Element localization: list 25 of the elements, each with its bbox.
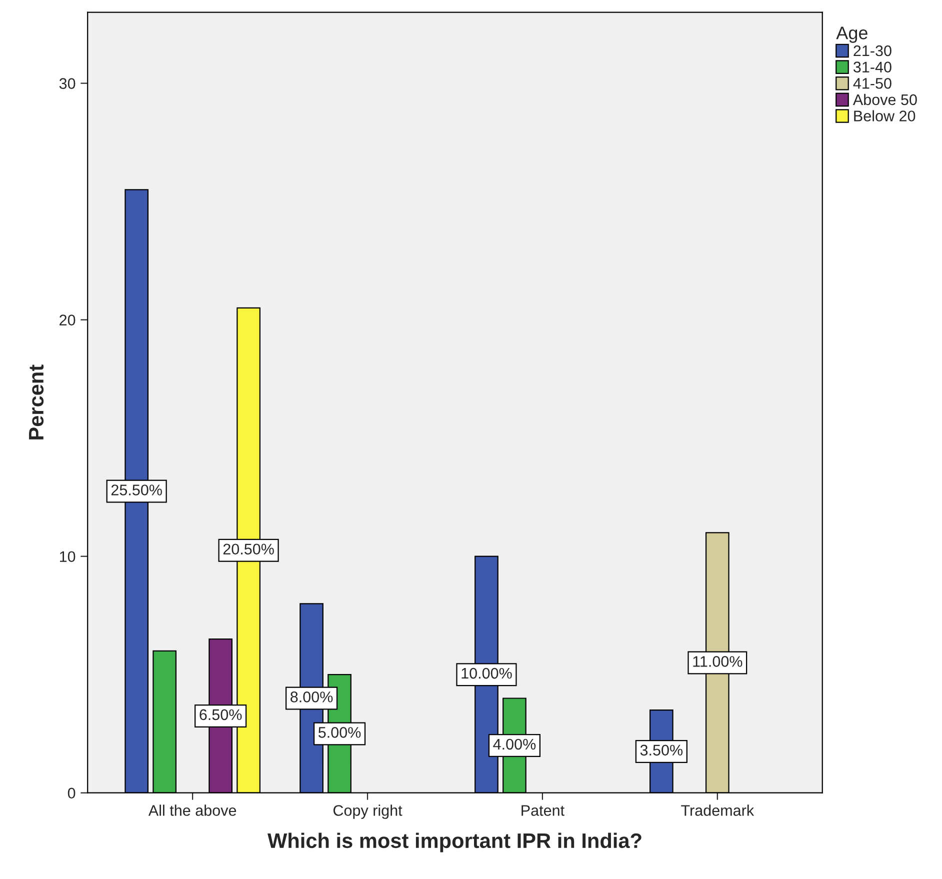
- legend-label: Below 20: [854, 110, 916, 122]
- data-label: 3.50%: [640, 744, 683, 756]
- data-label: 8.00%: [290, 692, 333, 702]
- x-tick-label: Trademark: [681, 804, 754, 816]
- y-tick-label: 20: [60, 314, 76, 326]
- data-label: 5.00%: [318, 727, 361, 738]
- legend-label: Above 50: [852, 94, 917, 106]
- x-tick-label: Copy right: [333, 804, 402, 819]
- data-label: 4.00%: [493, 738, 536, 750]
- legend-label: 21-30: [854, 45, 892, 56]
- data-label: 25.50%: [111, 484, 162, 496]
- legend-label: 31-40: [854, 62, 892, 72]
- x-tick-label: All the above: [148, 804, 236, 816]
- data-label: 20.50%: [223, 544, 274, 555]
- x-tick-label: Patent: [522, 805, 564, 816]
- y-tick-label: 10: [60, 551, 76, 562]
- y-tick-label: 30: [59, 78, 76, 89]
- legend-title: Age: [836, 26, 868, 43]
- data-label: 6.50%: [200, 709, 242, 720]
- legend-label: 41-50: [853, 78, 892, 89]
- x-axis-title: Which is most important IPR in India?: [268, 832, 642, 852]
- data-label: 11.00%: [693, 656, 742, 667]
- y-tick-label: 0: [68, 788, 76, 799]
- y-axis-title: Percent: [29, 364, 44, 440]
- data-label: 10.00%: [462, 668, 512, 679]
